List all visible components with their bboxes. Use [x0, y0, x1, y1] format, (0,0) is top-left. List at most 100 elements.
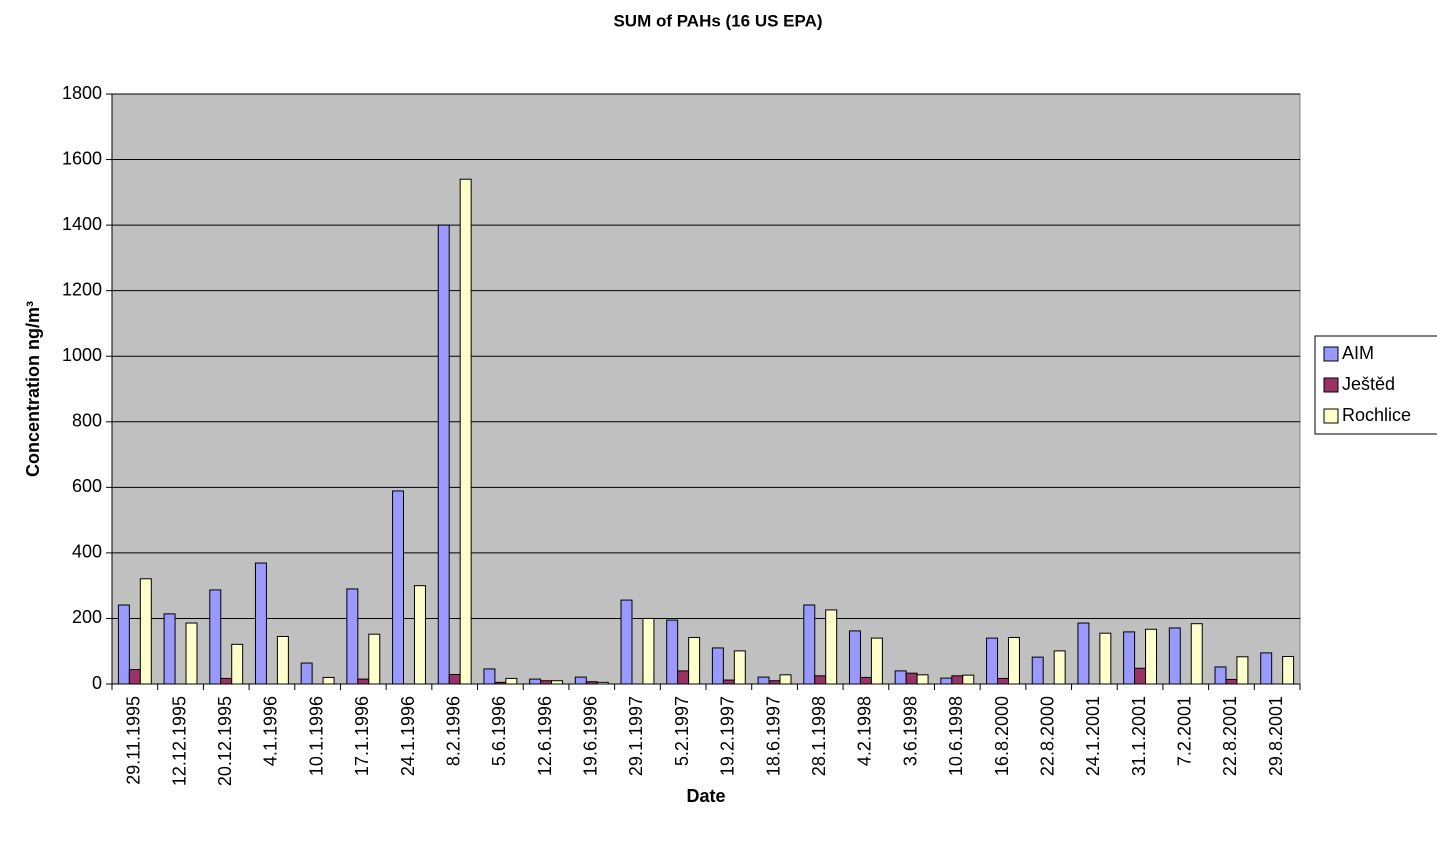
y-axis-title: Concentration ng/m³ — [23, 301, 43, 477]
bar — [1145, 628, 1158, 685]
bar — [1134, 667, 1147, 685]
bar — [437, 224, 450, 685]
bar — [368, 633, 381, 685]
bar — [1282, 655, 1295, 685]
y-tick-label: 1600 — [62, 148, 102, 168]
x-tick-label: 16.8.2000 — [992, 696, 1012, 776]
y-tick-label: 1200 — [62, 279, 102, 299]
x-tick-label: 12.6.1996 — [535, 696, 555, 776]
y-tick-label: 1400 — [62, 214, 102, 234]
y-tick-label: 1800 — [62, 83, 102, 103]
bar — [139, 578, 152, 685]
x-tick-label: 4.1.1996 — [261, 696, 281, 766]
bar — [1225, 678, 1238, 685]
bar — [768, 680, 781, 685]
x-tick-label: 22.8.2000 — [1037, 696, 1057, 776]
bar — [951, 675, 964, 685]
legend-label: Rochlice — [1342, 405, 1411, 425]
x-tick-label: 28.1.1998 — [809, 696, 829, 776]
x-tick-label: 19.2.1997 — [718, 696, 738, 776]
chart-title: SUM of PAHs (16 US EPA) — [613, 11, 822, 30]
bar — [803, 604, 816, 685]
bar — [848, 630, 861, 685]
x-tick-label: 8.2.1996 — [443, 696, 463, 766]
bar — [859, 676, 872, 685]
x-tick-label: 5.6.1996 — [489, 696, 509, 766]
x-tick-label: 29.1.1997 — [626, 696, 646, 776]
x-tick-label: 17.1.1996 — [352, 696, 372, 776]
y-tick-label: 800 — [72, 411, 102, 431]
x-tick-label: 10.6.1998 — [946, 696, 966, 776]
bar — [505, 677, 518, 685]
bar — [254, 562, 267, 685]
bar — [1123, 631, 1136, 685]
bar — [413, 585, 426, 685]
legend-label: AIM — [1342, 343, 1374, 363]
y-tick-label: 1000 — [62, 345, 102, 365]
bar — [1168, 627, 1181, 685]
bar — [596, 681, 609, 685]
legend-swatch — [1323, 408, 1339, 424]
bar — [392, 490, 405, 685]
y-tick-label: 600 — [72, 476, 102, 496]
bar — [677, 670, 690, 685]
y-tick-label: 200 — [72, 607, 102, 627]
x-tick-label: 29.11.1995 — [124, 696, 144, 785]
bar — [346, 588, 359, 685]
bar — [220, 677, 233, 685]
bar — [722, 679, 735, 685]
x-tick-label: 31.1.2001 — [1129, 696, 1149, 776]
bar — [209, 589, 222, 685]
legend-label: Ještěd — [1342, 374, 1395, 394]
bar — [666, 619, 679, 685]
bar — [163, 613, 176, 685]
bar — [814, 675, 827, 685]
bar — [940, 677, 953, 685]
bar — [551, 680, 564, 685]
bar — [540, 680, 553, 685]
x-tick-label: 10.1.1996 — [306, 696, 326, 776]
bar — [962, 674, 975, 685]
bar — [825, 609, 838, 685]
bar — [529, 678, 542, 685]
bar — [905, 672, 918, 685]
bar — [276, 635, 289, 685]
bar — [870, 637, 883, 685]
x-tick-label: 3.6.1998 — [900, 696, 920, 766]
bar — [733, 650, 746, 685]
bar — [997, 677, 1009, 685]
x-tick-label: 24.1.2001 — [1083, 696, 1103, 776]
bar — [688, 636, 701, 685]
x-tick-label: 7.2.2001 — [1175, 696, 1195, 766]
y-tick-label: 400 — [72, 542, 102, 562]
x-tick-label: 4.2.1998 — [855, 696, 875, 766]
bar — [1236, 656, 1249, 685]
y-tick-label: 0 — [92, 673, 102, 693]
x-tick-label: 19.6.1996 — [581, 696, 601, 776]
legend-swatch — [1323, 377, 1339, 393]
bar — [1077, 622, 1090, 685]
bar — [711, 647, 724, 685]
x-tick-label: 22.8.2001 — [1220, 696, 1240, 776]
bar — [483, 668, 496, 685]
bar — [357, 678, 370, 685]
x-tick-label: 20.12.1995 — [215, 696, 235, 786]
bar — [779, 674, 792, 685]
bar — [117, 604, 130, 685]
x-tick-label: 5.2.1997 — [672, 696, 692, 766]
x-tick-label: 24.1.1996 — [398, 696, 418, 776]
bar — [757, 676, 770, 685]
bar — [231, 643, 244, 685]
bar — [916, 674, 929, 685]
bar — [1260, 652, 1273, 685]
bar — [300, 662, 313, 685]
bar — [585, 681, 598, 685]
bar — [1099, 632, 1112, 685]
bar — [1053, 650, 1066, 685]
bar — [1031, 656, 1044, 685]
legend-swatch — [1323, 346, 1339, 362]
bar — [448, 673, 461, 685]
bar — [574, 676, 587, 685]
x-tick-label: 12.12.1995 — [169, 696, 189, 786]
bar — [322, 676, 335, 685]
